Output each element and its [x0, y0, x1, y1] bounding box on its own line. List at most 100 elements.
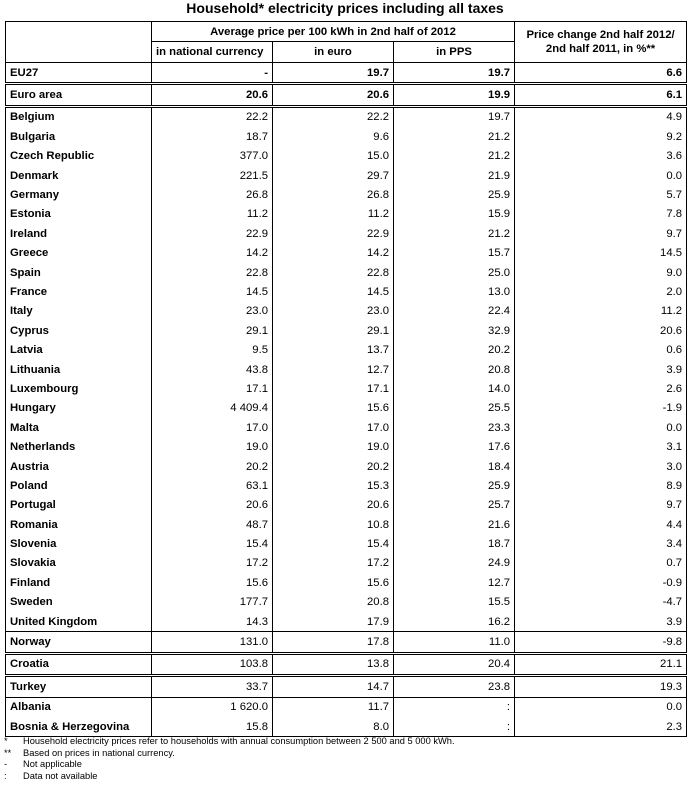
table-row: Lithuania 43.8 12.7 20.8 3.9 — [5, 359, 688, 380]
euro-cell: 22.8 — [272, 262, 394, 283]
national-currency-cell: 1 620.0 — [151, 696, 273, 717]
national-currency-cell: 4 409.4 — [151, 398, 273, 419]
table-row: Estonia 11.2 11.2 15.9 7.8 — [5, 204, 688, 225]
country-cell: Albania — [5, 696, 152, 717]
table-row: Germany 26.8 26.8 25.9 5.7 — [5, 185, 688, 205]
price-change-header-line2: 2nd half 2011, in %** — [545, 43, 656, 55]
national-currency-cell: 103.8 — [151, 651, 273, 676]
price-change-cell: 8.9 — [514, 476, 688, 496]
price-change-cell: 9.0 — [514, 262, 688, 283]
table-row: Croatia 103.8 13.8 20.4 21.1 — [5, 651, 688, 676]
pps-cell: 16.2 — [393, 611, 516, 632]
table-row: Romania 48.7 10.8 21.6 4.4 — [5, 514, 688, 535]
price-change-cell: 3.0 — [514, 456, 688, 477]
country-cell: Turkey — [5, 674, 152, 697]
euro-cell: 14.7 — [272, 674, 394, 697]
pps-cell: 15.7 — [393, 243, 516, 263]
table-row: Portugal 20.6 20.6 25.7 9.7 — [5, 495, 688, 515]
price-change-cell: 3.6 — [514, 146, 688, 166]
price-change-cell: -9.8 — [514, 631, 688, 654]
footnote: * Household electricity prices refer to h… — [4, 736, 684, 748]
pps-cell: 25.7 — [393, 495, 516, 515]
country-cell: Czech Republic — [5, 146, 152, 166]
pps-cell: 32.9 — [393, 321, 516, 341]
table-row: Albania 1 620.0 11.7:0.0 — [5, 696, 688, 717]
price-change-cell: 2.6 — [514, 379, 688, 399]
euro-cell: 12.7 — [272, 359, 394, 380]
pps-cell: 21.2 — [393, 224, 516, 244]
national-currency-cell: 18.7 — [151, 127, 273, 147]
price-change-cell: 7.8 — [514, 204, 688, 225]
price-change-cell: 2.3 — [514, 716, 688, 738]
price-change-header-line1: Price change 2nd half 2012/ — [526, 29, 675, 41]
country-cell: Italy — [5, 301, 152, 322]
pps-cell: 21.2 — [393, 127, 516, 147]
price-change-cell: 6.1 — [514, 82, 688, 107]
euro-cell: 29.7 — [272, 165, 394, 186]
table-row: Cyprus 29.1 29.1 32.9 20.6 — [5, 321, 688, 341]
table-row: Finland 15.6 15.6 12.7 -0.9 — [5, 573, 688, 593]
euro-cell: 22.2 — [272, 104, 394, 128]
euro-cell: 17.8 — [272, 631, 394, 654]
col-national-header: in national currency — [151, 41, 273, 63]
country-cell: Austria — [5, 456, 152, 477]
euro-cell: 15.0 — [272, 146, 394, 166]
euro-cell: 10.8 — [272, 514, 394, 535]
price-change-cell: 0.6 — [514, 340, 688, 360]
euro-cell: 26.8 — [272, 185, 394, 205]
price-change-cell: 20.6 — [514, 321, 688, 341]
national-currency-cell: 14.5 — [151, 282, 273, 302]
country-cell: Belgium — [5, 104, 152, 128]
pps-cell: 25.0 — [393, 262, 516, 283]
euro-cell: 15.6 — [272, 573, 394, 593]
country-cell: Lithuania — [5, 359, 152, 380]
country-cell: Latvia — [5, 340, 152, 360]
euro-cell: 17.2 — [272, 553, 394, 574]
euro-cell: 15.3 — [272, 476, 394, 496]
price-change-cell: 9.2 — [514, 127, 688, 147]
pps-cell: : — [393, 696, 516, 717]
national-currency-cell: 17.1 — [151, 379, 273, 399]
national-currency-cell: 20.6 — [151, 495, 273, 515]
price-change-cell: 0.0 — [514, 418, 688, 438]
pps-cell: 20.4 — [393, 651, 516, 676]
pps-cell: 21.6 — [393, 514, 516, 535]
national-currency-cell: 377.0 — [151, 146, 273, 166]
national-currency-cell: 15.8 — [151, 716, 273, 738]
country-header-cell — [5, 21, 152, 63]
pps-cell: 18.7 — [393, 534, 516, 554]
euro-cell: 15.4 — [272, 534, 394, 554]
pps-cell: 21.9 — [393, 165, 516, 186]
national-currency-cell: 11.2 — [151, 204, 273, 225]
national-currency-cell: 221.5 — [151, 165, 273, 186]
national-currency-cell: 63.1 — [151, 476, 273, 496]
header-row-2: in national currency in euro in PPS — [6, 41, 687, 63]
price-change-header: Price change 2nd half 2012/ 2nd half 201… — [514, 21, 688, 63]
table-row: France 14.5 14.5 13.0 2.0 — [5, 282, 688, 302]
price-change-cell: 3.9 — [514, 611, 688, 632]
price-change-cell: 0.0 — [514, 165, 688, 186]
national-currency-cell: 9.5 — [151, 340, 273, 360]
price-change-cell: 6.6 — [514, 61, 688, 84]
table-row: Euro area 20.6 20.6 19.9 6.1 — [5, 82, 688, 107]
euro-cell: 20.8 — [272, 592, 394, 612]
pps-cell: 23.3 — [393, 418, 516, 438]
pps-cell: 15.5 — [393, 592, 516, 612]
country-cell: Malta — [5, 418, 152, 438]
national-currency-cell: 14.2 — [151, 243, 273, 263]
table-row: Bulgaria 18.7 9.6 21.2 9.2 — [5, 127, 688, 147]
national-currency-cell: 131.0 — [151, 631, 273, 654]
footnote-mark: : — [4, 770, 7, 781]
national-currency-cell: 29.1 — [151, 321, 273, 341]
table-row: Norway 131.0 17.8 11.0 -9.8 — [5, 631, 688, 654]
table-row: Sweden 177.7 20.8 15.5 -4.7 — [5, 592, 688, 612]
country-cell: Euro area — [5, 82, 152, 107]
national-currency-cell: 20.6 — [151, 82, 273, 107]
table-row: Belgium 22.2 22.2 19.7 4.9 — [5, 104, 688, 128]
country-cell: Cyprus — [5, 321, 152, 341]
table-row: Bosnia & Herzegovina 15.8 8.0:2.3 — [5, 716, 688, 738]
footnote-mark: * — [4, 736, 8, 746]
country-cell: Estonia — [5, 204, 152, 225]
country-cell: Denmark — [5, 165, 152, 186]
country-cell: Greece — [5, 243, 152, 263]
